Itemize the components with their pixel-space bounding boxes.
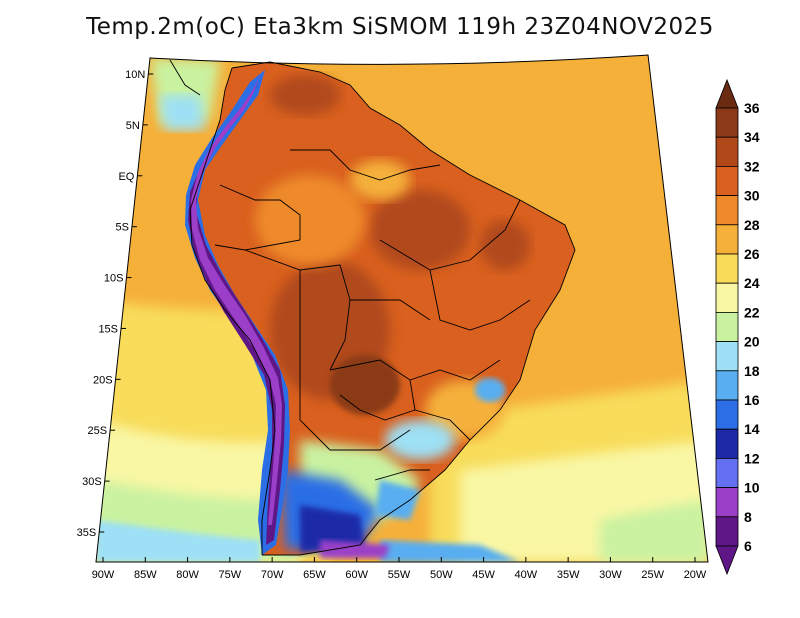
colorbar-band: [715, 428, 739, 459]
border-argentina: [299, 270, 411, 451]
lat-tick-label: EQ: [118, 171, 134, 183]
colorbar-label: 34: [744, 129, 760, 145]
lon-tick-label: 80W: [176, 569, 199, 581]
southern-tip-cold: [320, 540, 390, 558]
lon-tick-label: 35W: [557, 569, 580, 581]
border-brazil-states-c: [429, 269, 531, 331]
colorbar-label: 28: [744, 217, 760, 233]
border-bolivia: [244, 249, 351, 371]
lat-tick-label: 10N: [125, 69, 145, 81]
lon-tick-label: 75W: [219, 569, 242, 581]
lon-tick-label: 50W: [430, 569, 453, 581]
pacific-north-cold: [160, 95, 205, 130]
colorbar-label: 8: [744, 509, 752, 525]
colorbar-label: 36: [744, 100, 760, 116]
lon-tick-label: 20W: [684, 569, 707, 581]
colorbar-label: 12: [744, 450, 760, 466]
colorbar-band: [715, 457, 739, 488]
border-uruguay: [374, 469, 430, 481]
hot-northeast-brazil: [480, 220, 530, 270]
colorbar-label: 10: [744, 480, 760, 496]
coastline-east: [231, 61, 576, 556]
lon-tick-label: 30W: [599, 569, 622, 581]
lon-tick-label: 60W: [345, 569, 368, 581]
border-brazil-states-se: [409, 359, 501, 381]
lon-tick-label: 25W: [641, 569, 664, 581]
latitude-ticks: 10N 5N EQ 5S 10S 15S 20S 25S 30S 35S: [77, 69, 154, 539]
colorbar-band: [715, 516, 739, 547]
colorbar-top-arrow: [715, 78, 739, 109]
colorbar-label: 14: [744, 421, 760, 437]
hot-central-brazil: [370, 190, 470, 270]
amazon-warm-region: [255, 175, 365, 265]
lon-tick-label: 70W: [261, 569, 284, 581]
border-brazil-states-s: [414, 409, 471, 441]
colorbar-label: 16: [744, 392, 760, 408]
colorbar-label: 32: [744, 158, 760, 174]
colorbar-band: [715, 107, 739, 138]
map-title: Temp.2m(oC) Eta3km SiSMOM 119h 23Z04NOV2…: [86, 14, 714, 40]
colorbar-band: [715, 341, 739, 372]
country-boundaries: [169, 59, 576, 556]
domain-outline: [95, 54, 709, 563]
patagonia-colder: [300, 505, 365, 552]
hottest-chaco-region: [330, 355, 400, 415]
colorbar-band: [715, 399, 739, 430]
colorbar-band: [715, 370, 739, 401]
border-central-america: [169, 59, 201, 96]
colorbar-label: 18: [744, 363, 760, 379]
colorbar-label: 6: [744, 538, 752, 554]
colorbar-label: 30: [744, 188, 760, 204]
colorbar-band: [715, 282, 739, 313]
colorbar-bottom-arrow: [715, 545, 739, 576]
argentine-sea-cold: [380, 540, 520, 562]
longitude-ticks: 90W 85W 80W 75W 70W 65W 60W 55W 50W 45W 40W 35W 30W 2…: [92, 557, 707, 581]
colorbar: 36 34 32 30 28 26 24 22 20 18 16 14 12 10 8 6: [715, 78, 760, 576]
lat-tick-label: 20S: [93, 374, 113, 386]
colorbar-band: [715, 311, 739, 342]
border-brazil-states-n: [379, 199, 521, 271]
andes-high-slopes: [191, 74, 282, 525]
south-brazil-cool: [385, 420, 455, 460]
coastline-west: [189, 67, 276, 555]
border-mato-grosso: [350, 299, 431, 321]
colorbar-band: [715, 253, 739, 284]
lon-tick-label: 40W: [515, 569, 538, 581]
colorbar-label: 22: [744, 304, 760, 320]
lon-tick-label: 55W: [388, 569, 411, 581]
colorbar-band: [715, 487, 739, 518]
uruguay-cool: [375, 480, 420, 520]
lat-tick-label: 25S: [88, 425, 108, 437]
colorbar-band: [715, 136, 739, 167]
colorbar-label: 26: [744, 246, 760, 262]
lat-tick-label: 5N: [126, 120, 140, 132]
colorbar-band: [715, 224, 739, 255]
pacific-south-cold: [96, 520, 260, 562]
border-guianas: [290, 149, 441, 181]
lon-tick-label: 65W: [303, 569, 326, 581]
colorbar-label: 20: [744, 334, 760, 350]
lat-tick-label: 10S: [104, 273, 124, 285]
lat-tick-label: 35S: [77, 527, 97, 539]
colorbar-label: 24: [744, 275, 760, 291]
lon-tick-label: 85W: [134, 569, 157, 581]
colorbar-band: [715, 165, 739, 196]
lat-tick-label: 5S: [115, 222, 128, 234]
colorbar-band: [715, 195, 739, 226]
mantiqueira-cool: [475, 378, 505, 402]
lon-tick-label: 90W: [92, 569, 115, 581]
atlantic-southeast-cool: [600, 500, 708, 562]
lat-tick-label: 15S: [98, 323, 118, 335]
lon-tick-label: 45W: [472, 569, 495, 581]
lat-tick-label: 30S: [82, 476, 102, 488]
hot-venezuela: [270, 75, 340, 115]
temperature-field: [96, 55, 708, 562]
